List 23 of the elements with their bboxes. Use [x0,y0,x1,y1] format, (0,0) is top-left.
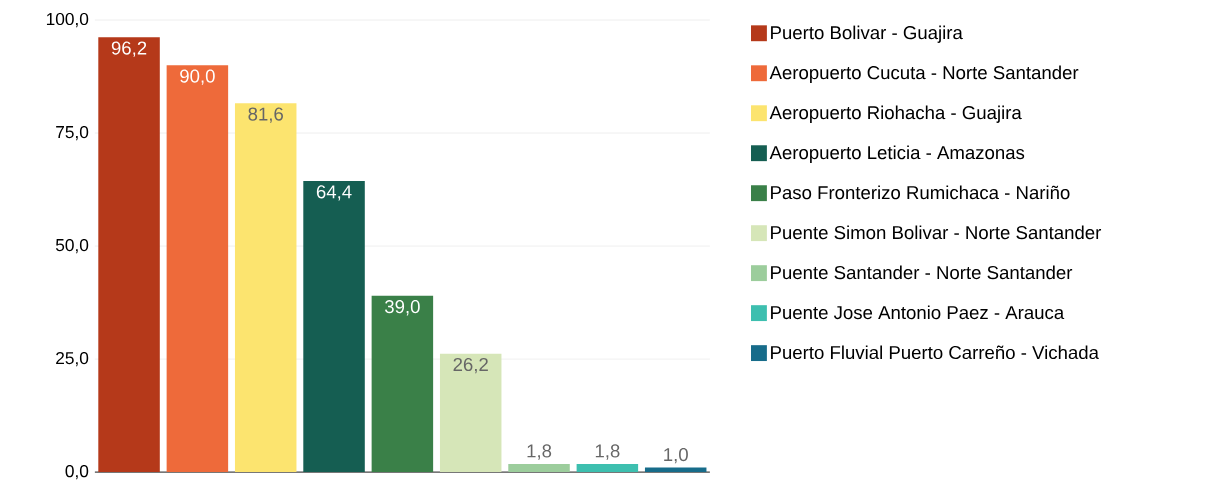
legend-label: Puerto Bolivar - Guajira [771,25,963,43]
legend-label: Paso Fronterizo Rumichaca - Nariño [771,185,1070,200]
y-tick-label: 75,0 [56,125,89,141]
y-tick-label: 0,0 [65,464,89,480]
data-label: 96,2 [111,41,147,57]
data-label: 90,0 [180,69,215,85]
y-tick-label: 25,0 [56,351,89,367]
legend-label: Aeropuerto Leticia - Amazonas [769,145,1025,163]
legend-label: Aeropuerto Cucuta - Norte Santander [769,65,1079,83]
data-label: 1,8 [595,444,620,460]
data-label: 26,2 [453,357,488,374]
data-label: 1,8 [527,444,552,460]
data-label: 81,6 [248,107,283,123]
data-label: 64,4 [316,185,352,201]
data-label: 1,0 [664,447,688,464]
legend-label: Puente Jose Antonio Paez - Arauca [771,305,1065,320]
y-tick-label: 50,0 [55,238,89,254]
legend-label: Puente Simon Bolivar - Norte Santander [771,225,1102,240]
data-label: 39,0 [384,300,420,316]
y-tick-label: 100,0 [46,12,89,28]
legend-label: Aeropuerto Riohacha - Guajira [769,105,1022,123]
legend-label: Puerto Fluvial Puerto Carreño - Vichada [771,345,1099,360]
legend-label: Puente Santander - Norte Santander [771,265,1073,280]
